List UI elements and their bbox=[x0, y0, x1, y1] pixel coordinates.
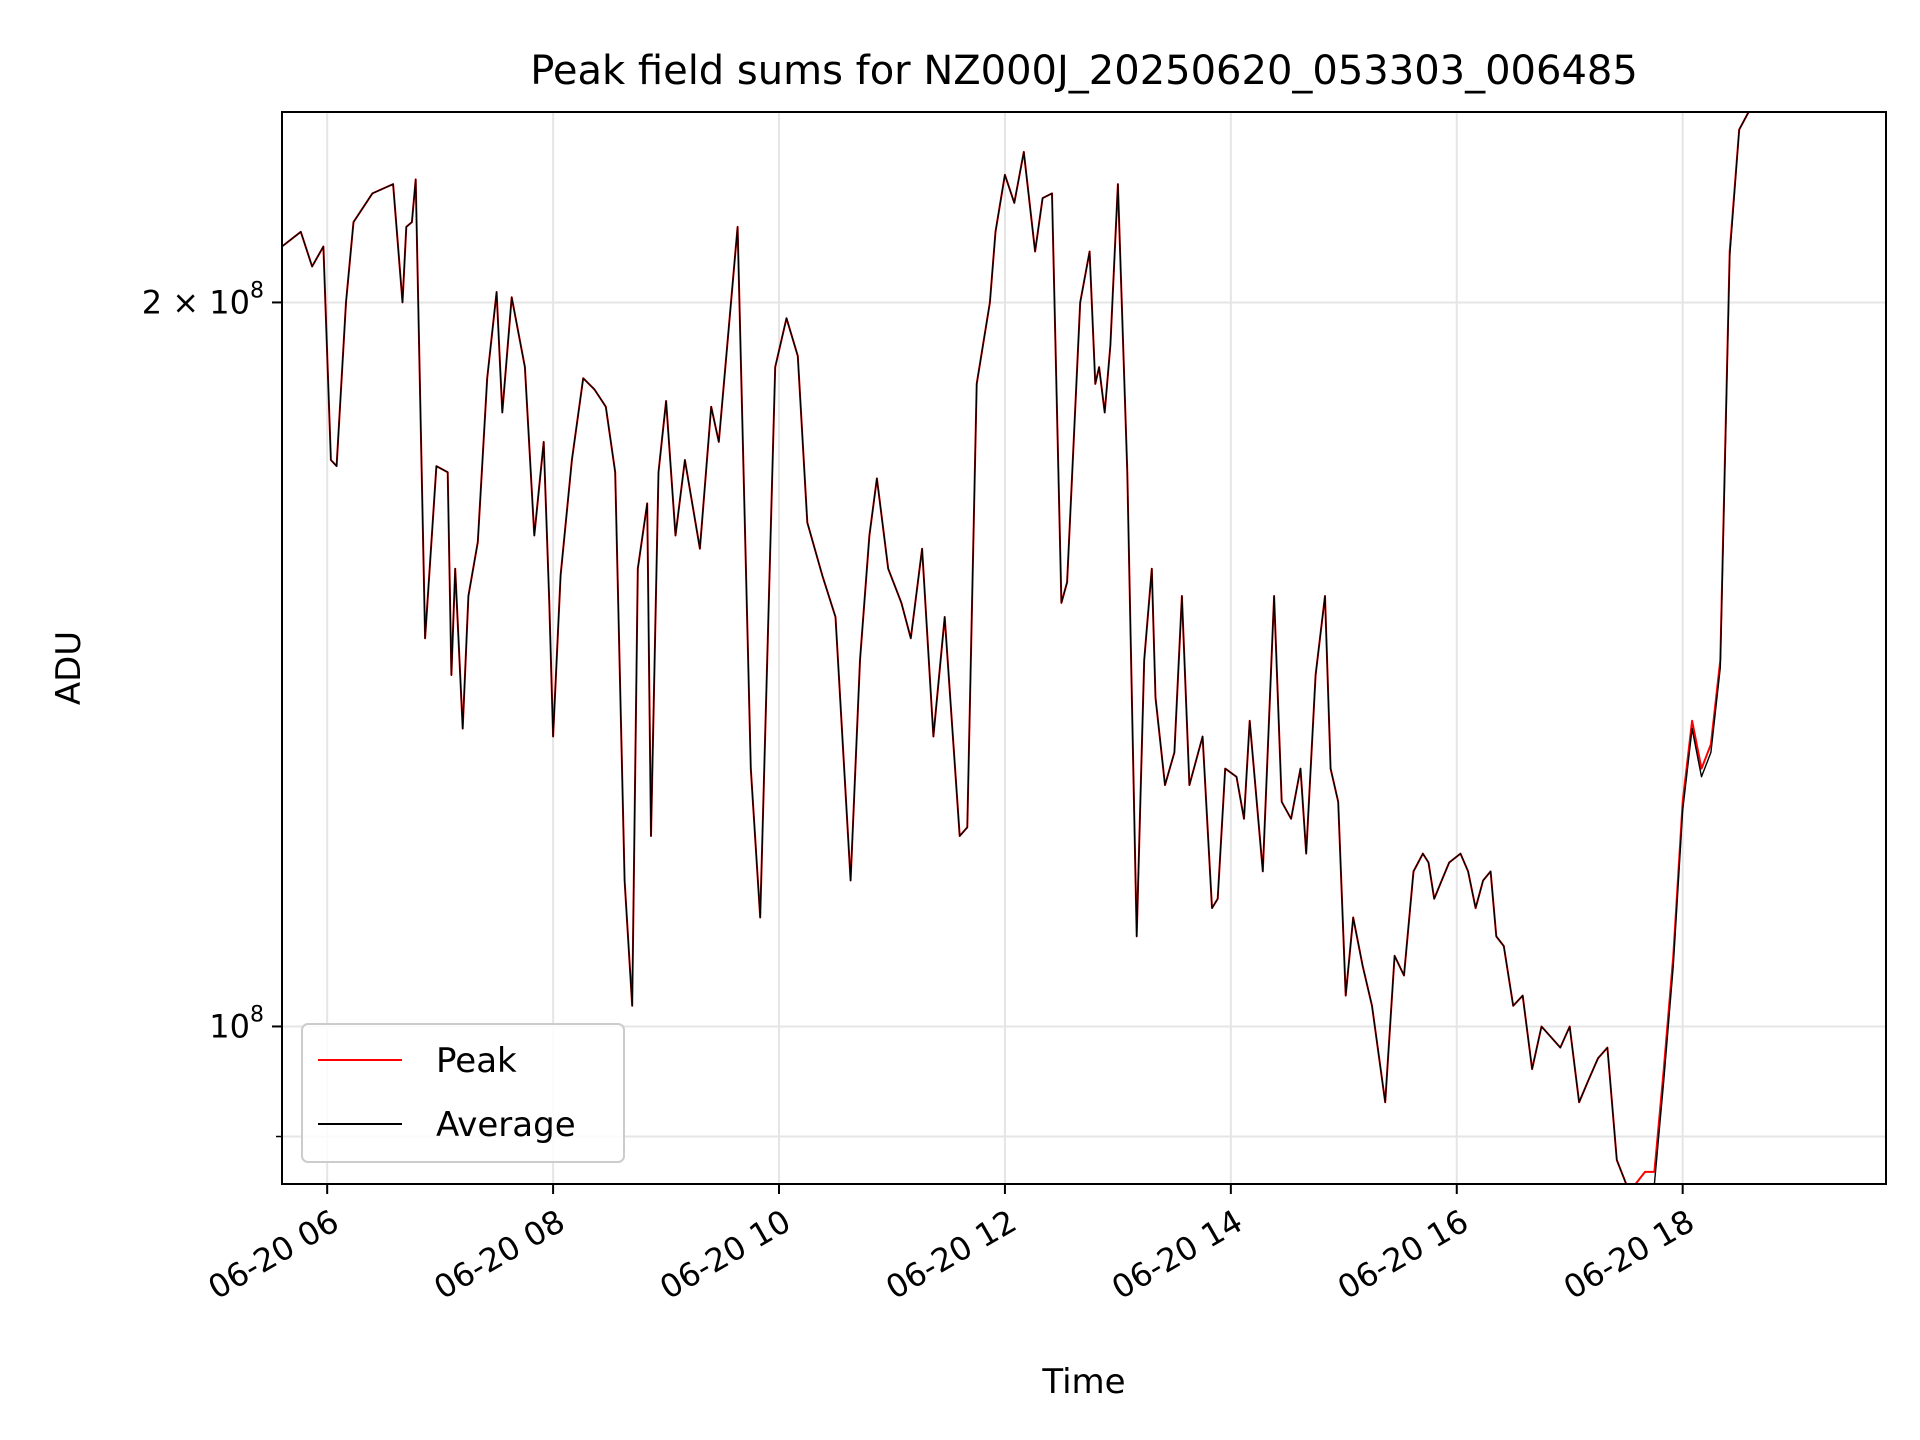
y-tick-label: 108 bbox=[209, 1002, 264, 1045]
x-axis-label: Time bbox=[1041, 1362, 1125, 1402]
y-tick-exponent: 8 bbox=[250, 1002, 264, 1027]
legend-box bbox=[301, 1023, 625, 1163]
legend: Peak Average bbox=[301, 1023, 625, 1163]
y-axis-label: ADU bbox=[49, 631, 89, 705]
legend-label: Peak bbox=[436, 1041, 517, 1081]
legend-label: Average bbox=[436, 1105, 576, 1145]
chart-title: Peak field sums for NZ000J_20250620_0533… bbox=[530, 48, 1638, 94]
y-tick-mantissa: 2 bbox=[142, 283, 162, 321]
plot-frame bbox=[281, 111, 1887, 1185]
series-layer bbox=[282, 112, 1843, 1184]
series-line-average bbox=[282, 112, 1843, 1184]
y-tick-exponent: 8 bbox=[250, 278, 264, 303]
y-tick-label: 2 × 108 bbox=[142, 278, 264, 321]
y-axis: 2 × 108 108 bbox=[142, 278, 282, 1138]
